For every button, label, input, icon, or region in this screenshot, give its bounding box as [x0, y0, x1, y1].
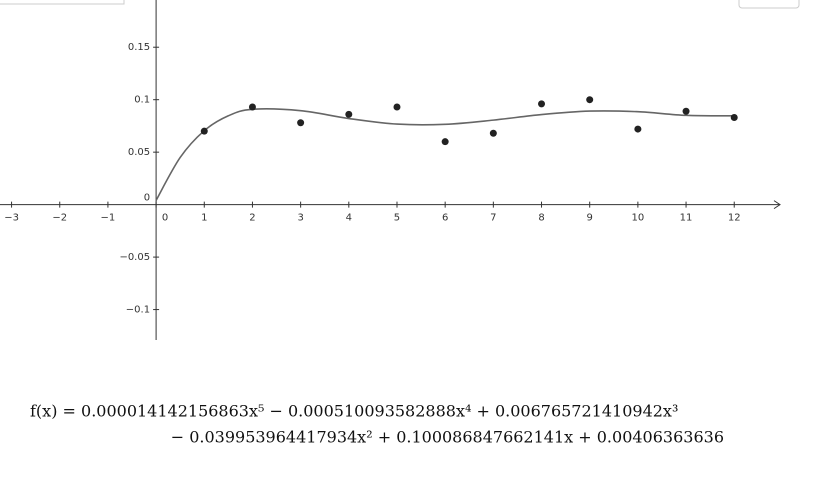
data-point	[441, 138, 449, 146]
x-tick-label: 10	[632, 213, 645, 224]
y-tick-label: 0.1	[134, 95, 150, 106]
data-point	[682, 107, 690, 115]
x-tick-label: 7	[490, 213, 496, 224]
data-point	[345, 110, 353, 118]
x-tick-label: −1	[101, 213, 116, 224]
x-tick-label: 4	[346, 213, 352, 224]
x-tick-label: 8	[538, 213, 544, 224]
fit-curve	[155, 108, 735, 201]
x-tick-label: 3	[297, 213, 303, 224]
y-tick-label: 0.05	[128, 147, 150, 158]
x-tick-label: 6	[442, 213, 448, 224]
data-point	[634, 125, 642, 133]
x-tick-label: 9	[587, 213, 593, 224]
x-tick-label: 0	[162, 213, 168, 224]
x-tick-label: −3	[4, 213, 19, 224]
x-tick-label: 11	[680, 213, 693, 224]
x-tick-label: 2	[249, 213, 255, 224]
data-point	[538, 100, 546, 108]
data-point	[200, 127, 208, 135]
panel-edge	[0, 0, 125, 5]
data-point	[730, 114, 738, 122]
equation-line: − 0.039953964417934x² + 0.10008684766214…	[171, 428, 724, 447]
x-tick-label: 12	[728, 213, 741, 224]
y-tick-label: 0.15	[128, 42, 150, 53]
x-tick-label: 1	[201, 213, 207, 224]
data-point	[248, 103, 256, 111]
x-tick-label: 5	[394, 213, 400, 224]
equation-line: f(x) = 0.000014142156863x⁵ − 0.000510093…	[30, 402, 678, 421]
y-tick-label: 0	[144, 193, 150, 204]
data-point	[586, 96, 594, 104]
data-point	[297, 119, 305, 127]
panel-edge	[738, 0, 800, 9]
data-point	[489, 129, 497, 137]
y-tick-label: −0.05	[119, 252, 150, 263]
data-point	[393, 103, 401, 111]
x-axis-arrow	[773, 200, 781, 210]
y-tick-label: −0.1	[126, 305, 150, 316]
x-tick-label: −2	[52, 213, 67, 224]
